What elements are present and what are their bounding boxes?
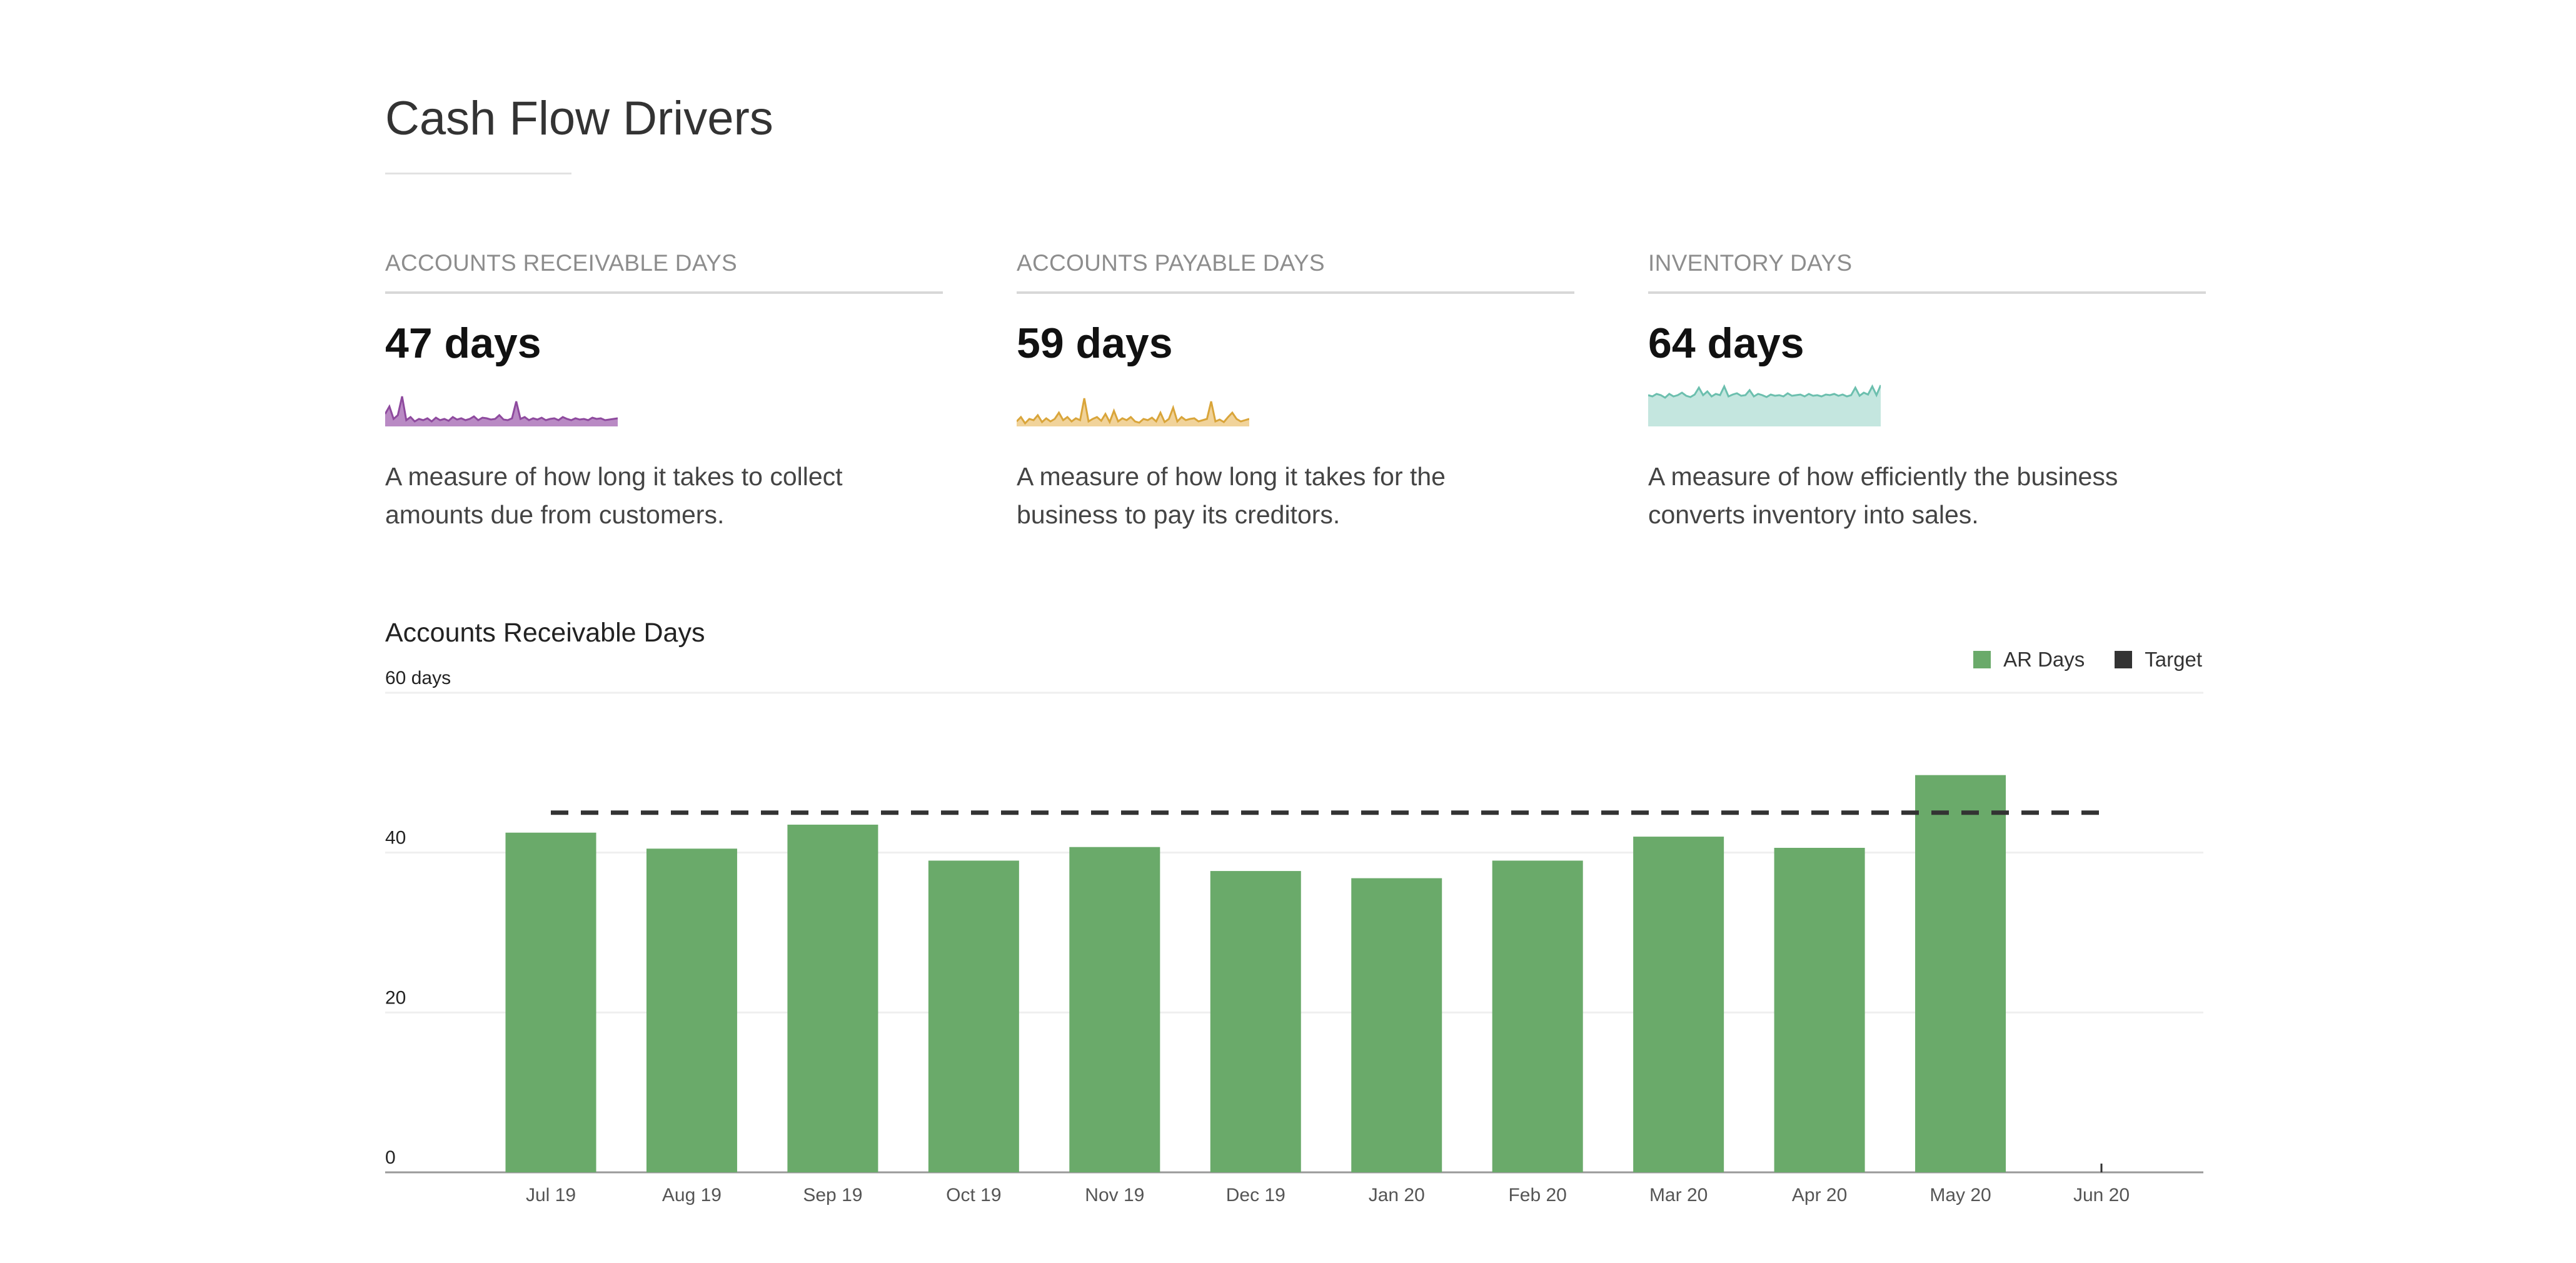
y-tick-label: 40 [385,828,406,848]
y-tick-label: 20 [385,987,406,1008]
bar-jul-19[interactable] [505,832,596,1172]
metric-value: 64 days [1648,320,1804,367]
legend-swatch-target [2115,651,2133,668]
bar-mar-20[interactable] [1633,837,1724,1172]
bar-dec-19[interactable] [1210,871,1301,1172]
bar-aug-19[interactable] [646,848,737,1172]
x-tick-label: Jan 20 [1369,1185,1425,1205]
legend-item-ar-days[interactable]: AR Days [1973,648,2085,672]
x-tick-label: Mar 20 [1649,1185,1708,1205]
legend-swatch-ar-days [1973,651,1991,668]
x-tick-label: Oct 19 [946,1185,1001,1205]
metric-card-ap: ACCOUNTS PAYABLE DAYS 59 days A measure … [1017,250,1574,534]
bar-sep-19[interactable] [787,824,878,1172]
metric-value: 59 days [1017,320,1173,367]
metric-label: INVENTORY DAYS [1648,250,2206,294]
chart-legend: AR Days Target [1943,648,2202,672]
title-underline [385,173,571,174]
bar-oct-19[interactable] [928,860,1019,1172]
legend-label: AR Days [2003,648,2085,671]
x-tick-label: Aug 19 [662,1185,722,1205]
bar-may-20[interactable] [1915,775,2006,1172]
chart-title: Accounts Receivable Days [385,618,705,648]
metric-description: A measure of how long it takes for the b… [1017,462,1446,529]
x-tick-label: Sep 19 [803,1185,862,1205]
bar-jan-20[interactable] [1351,878,1442,1172]
sparkline-line [1648,384,1881,399]
page-title: Cash Flow Drivers [385,92,773,145]
x-tick-label: Feb 20 [1508,1185,1566,1205]
x-tick-label: Apr 20 [1792,1185,1847,1205]
x-tick-label: Nov 19 [1085,1185,1144,1205]
sparkline-ap [1017,398,1249,426]
legend-item-target[interactable]: Target [2115,648,2202,672]
metric-description: A measure of how long it takes to collec… [385,462,843,529]
sparkline-inventory [1648,384,1881,426]
sparkline-ar [385,396,618,426]
bar-feb-20[interactable] [1492,860,1583,1172]
metric-label: ACCOUNTS RECEIVABLE DAYS [385,250,943,294]
y-tick-label: 60 days [385,668,451,688]
x-tick-label: Jun 20 [2073,1185,2130,1205]
metric-label: ACCOUNTS PAYABLE DAYS [1017,250,1574,294]
sparkline-area [1648,385,1881,426]
metric-description: A measure of how efficiently the busines… [1648,462,2118,529]
metric-card-inventory: INVENTORY DAYS 64 days A measure of how … [1648,250,2206,534]
sparkline-line [1017,398,1249,425]
x-tick-label: May 20 [1929,1185,1991,1205]
metric-value: 47 days [385,320,541,367]
metric-card-ar: ACCOUNTS RECEIVABLE DAYS 47 days A measu… [385,250,943,534]
y-tick-label: 0 [385,1147,396,1168]
x-tick-label: Dec 19 [1226,1185,1285,1205]
sparkline-area [385,396,618,426]
sparkline-line [385,396,618,423]
bar-apr-20[interactable] [1774,847,1865,1172]
legend-label: Target [2145,648,2202,671]
bar-nov-19[interactable] [1069,847,1160,1172]
x-tick-label: Jul 19 [526,1185,576,1205]
